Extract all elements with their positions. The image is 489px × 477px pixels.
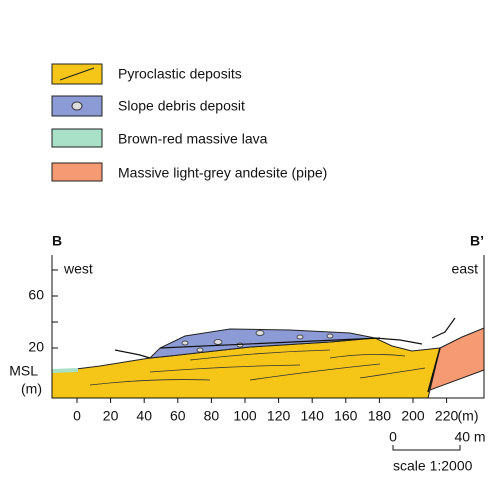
scale-start: 0 [389, 429, 397, 445]
x-tick-label: 80 [204, 408, 220, 424]
x-tick-label: 220 [435, 408, 459, 424]
legend-label: Pyroclastic deposits [118, 66, 242, 82]
andesite-pipe [430, 328, 484, 390]
x-axis-unit: (m) [458, 408, 479, 424]
y-tick-label: 60 [28, 287, 44, 303]
x-tick-label: 40 [136, 408, 152, 424]
legend-swatch [52, 129, 102, 147]
y-axis-unit: (m) [21, 381, 42, 397]
legend-label: Brown-red massive lava [118, 131, 268, 147]
legend-label: Slope debris deposit [118, 98, 245, 114]
page: Pyroclastic deposits Slope debris deposit… [0, 0, 489, 477]
y-axis-label: MSL [9, 363, 38, 379]
x-tick-label: 0 [73, 408, 81, 424]
legend-label: Massive light-grey andesite (pipe) [118, 165, 327, 181]
swatch-clast [72, 102, 82, 110]
x-tick-label: 200 [401, 408, 425, 424]
scale-bar [393, 445, 460, 450]
x-tick-label: 20 [103, 408, 119, 424]
section-start: B [52, 233, 62, 249]
x-tick-label: 180 [368, 408, 392, 424]
legend-swatch [52, 163, 102, 181]
scale-end: 40 m [454, 429, 485, 445]
x-tick-label: 140 [301, 408, 325, 424]
scale-label: scale 1:2000 [393, 458, 473, 474]
x-tick-label: 100 [233, 408, 257, 424]
legend: Pyroclastic deposits Slope debris deposit… [52, 64, 327, 181]
section-end: B’ [470, 233, 484, 249]
x-tick-label: 60 [170, 408, 186, 424]
cross-section [52, 255, 484, 398]
x-tick-label: 160 [334, 408, 358, 424]
y-tick-label: 20 [28, 339, 44, 355]
east-label: east [452, 261, 479, 277]
west-label: west [63, 261, 93, 277]
x-tick-label: 120 [267, 408, 291, 424]
